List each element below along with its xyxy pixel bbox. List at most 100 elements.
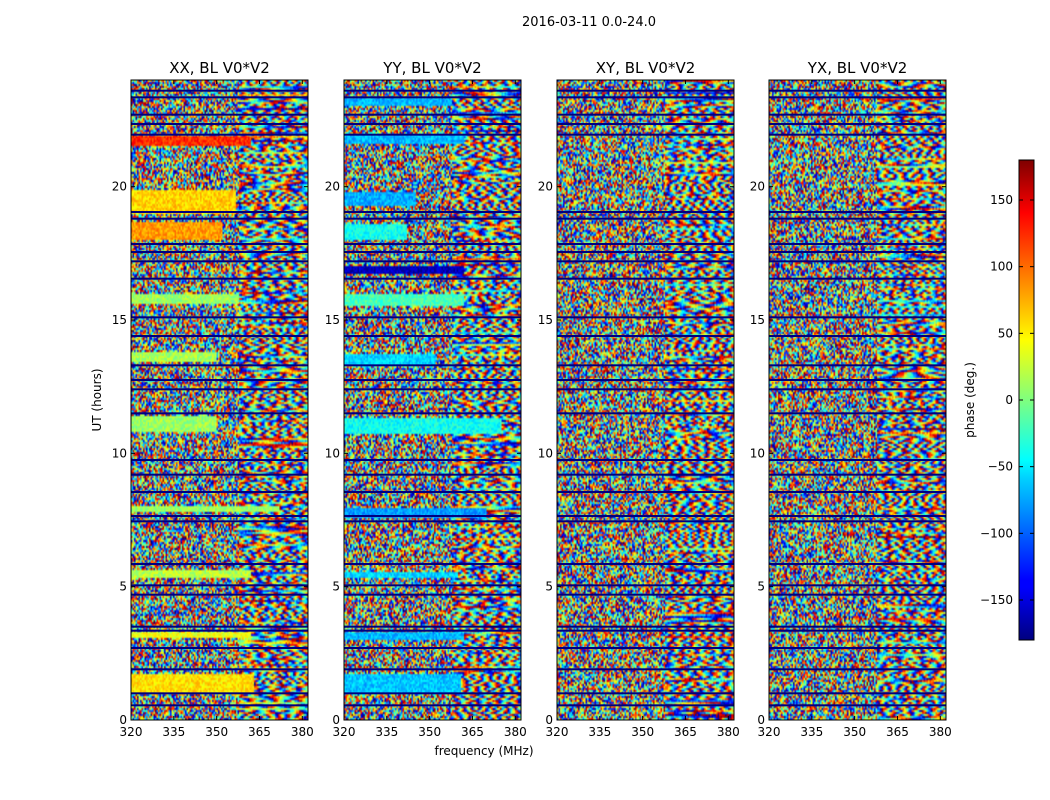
data-gap-band xyxy=(344,113,521,116)
data-gap-band xyxy=(131,335,308,337)
phase-heatmap xyxy=(131,80,308,720)
data-gap-band xyxy=(769,491,946,493)
data-gap-band xyxy=(769,243,946,245)
data-gap-band xyxy=(131,217,308,220)
x-tick-label: 320 xyxy=(120,725,143,739)
data-gap-band xyxy=(344,96,521,99)
y-tick-label: 20 xyxy=(112,180,127,194)
colorbar-tick-label: 0 xyxy=(1005,393,1013,407)
data-gap-band xyxy=(557,113,734,116)
data-gap-band xyxy=(131,277,308,280)
data-gap-band xyxy=(344,260,521,263)
x-tick-label: 350 xyxy=(631,725,654,739)
panel-3: YX, BL V0*V2 320 335 350 365 380 0 5 10 15 20 xyxy=(750,59,952,739)
y-tick-label: 0 xyxy=(545,713,553,727)
x-tick-label: 335 xyxy=(588,725,611,739)
data-gap-band xyxy=(557,379,734,381)
data-gap-band xyxy=(557,133,734,136)
data-gap-band xyxy=(769,563,946,565)
y-tick-label: 15 xyxy=(538,313,553,327)
panel-title: XX, BL V0*V2 xyxy=(169,59,270,77)
data-gap-band xyxy=(557,335,734,337)
data-gap-band xyxy=(769,133,946,136)
y-tick-label: 5 xyxy=(119,580,127,594)
data-gap-band xyxy=(344,277,521,280)
data-gap-band xyxy=(344,459,521,461)
data-gap-band xyxy=(344,704,521,707)
data-gap-band xyxy=(557,388,734,391)
y-tick-label: 15 xyxy=(750,313,765,327)
data-gap-band xyxy=(557,251,734,253)
data-gap-band xyxy=(131,379,308,381)
data-gap-band xyxy=(769,668,946,671)
data-gap-band xyxy=(769,364,946,367)
data-gap-band xyxy=(344,364,521,367)
data-gap-band xyxy=(131,89,308,92)
data-gap-band xyxy=(131,704,308,707)
plot-frame xyxy=(556,79,735,721)
data-gap-band xyxy=(557,584,734,587)
data-gap-band xyxy=(344,625,521,628)
data-gap-band xyxy=(344,584,521,587)
data-gap-band xyxy=(344,647,521,649)
data-gap-band xyxy=(769,89,946,92)
data-gap-band xyxy=(131,520,308,523)
data-gap-band xyxy=(131,593,308,596)
data-gap-band xyxy=(557,89,734,92)
data-gap-band xyxy=(769,388,946,391)
data-gap-band xyxy=(344,335,521,337)
data-gap-band xyxy=(557,704,734,707)
data-gap-band xyxy=(557,647,734,649)
x-tick-label: 350 xyxy=(205,725,228,739)
x-tick-label: 350 xyxy=(418,725,441,739)
plot-frame xyxy=(343,79,522,721)
x-tick-label: 365 xyxy=(886,725,909,739)
data-gap-band xyxy=(769,217,946,220)
colorbar: −150 −100 −50 0 50 100 150 phase (deg.) xyxy=(963,159,1035,641)
data-gap-band xyxy=(131,668,308,671)
data-gap-band xyxy=(131,473,308,476)
y-tick-label: 0 xyxy=(119,713,127,727)
data-gap-band xyxy=(769,593,946,596)
data-gap-band xyxy=(769,277,946,280)
data-gap-band xyxy=(344,473,521,476)
plot-frame xyxy=(768,79,947,721)
panel-1: YY, BL V0*V2 320 335 350 365 380 0 5 10 15 20 xyxy=(325,59,527,739)
data-gap-band xyxy=(557,459,734,461)
data-gap-band xyxy=(131,260,308,263)
x-tick-label: 320 xyxy=(333,725,356,739)
data-gap-band xyxy=(344,123,521,125)
data-gap-band xyxy=(131,515,308,517)
data-gap-band xyxy=(769,692,946,695)
data-gap-band xyxy=(557,491,734,493)
data-gap-band xyxy=(557,96,734,99)
colorbar-label: phase (deg.) xyxy=(963,362,977,438)
data-gap-band xyxy=(131,364,308,367)
data-gap-band xyxy=(557,277,734,280)
colorbar-tick-label: 150 xyxy=(990,193,1013,207)
y-tick-label: 10 xyxy=(750,446,765,460)
y-tick-label: 10 xyxy=(325,446,340,460)
data-gap-band xyxy=(769,123,946,125)
colorbar-tick-label: −50 xyxy=(988,460,1013,474)
x-tick-label: 350 xyxy=(843,725,866,739)
data-gap-band xyxy=(131,133,308,136)
data-gap-band xyxy=(344,629,521,632)
data-gap-band xyxy=(557,563,734,565)
data-gap-band xyxy=(131,584,308,587)
plot-frame xyxy=(130,79,309,721)
data-gap-band xyxy=(769,629,946,632)
data-gap-band xyxy=(557,515,734,517)
x-tick-label: 365 xyxy=(674,725,697,739)
data-gap-band xyxy=(769,211,946,213)
colorbar-tick-label: −100 xyxy=(980,526,1013,540)
data-gap-band xyxy=(344,133,521,136)
data-gap-band xyxy=(769,584,946,587)
data-gap-band xyxy=(131,563,308,565)
figure-title: 2016-03-11 0.0-24.0 xyxy=(522,15,656,30)
y-axis-label: UT (hours) xyxy=(90,368,104,431)
x-tick-label: 380 xyxy=(717,725,740,739)
data-gap-band xyxy=(131,251,308,253)
data-gap-band xyxy=(344,563,521,565)
y-tick-label: 5 xyxy=(332,580,340,594)
